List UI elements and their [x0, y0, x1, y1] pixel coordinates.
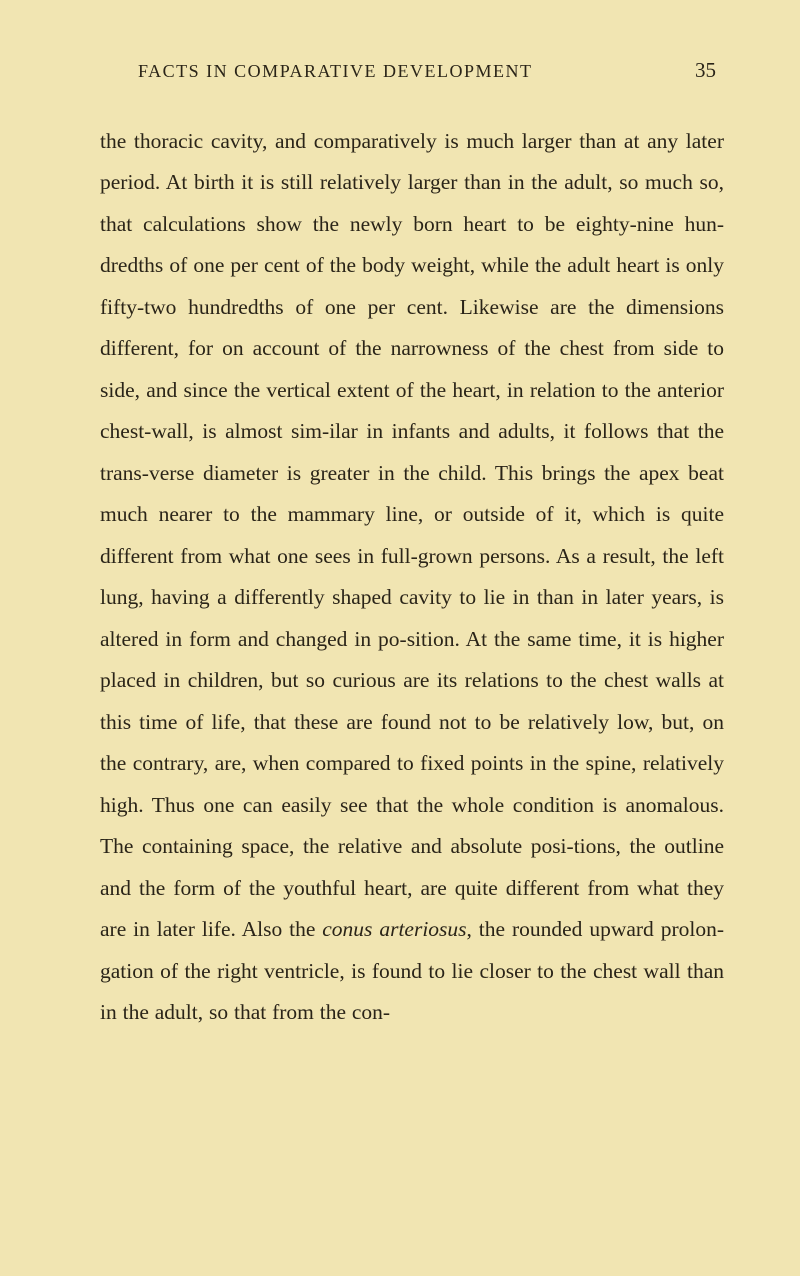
page-header: FACTS IN COMPARATIVE DEVELOPMENT 35: [100, 58, 724, 83]
body-text-part1: the thoracic cavity, and comparatively i…: [100, 129, 724, 941]
running-title: FACTS IN COMPARATIVE DEVELOPMENT: [138, 61, 533, 82]
body-paragraph: the thoracic cavity, and comparatively i…: [100, 121, 724, 1034]
page-number: 35: [695, 58, 716, 83]
italic-term: conus arteriosus: [322, 917, 466, 941]
